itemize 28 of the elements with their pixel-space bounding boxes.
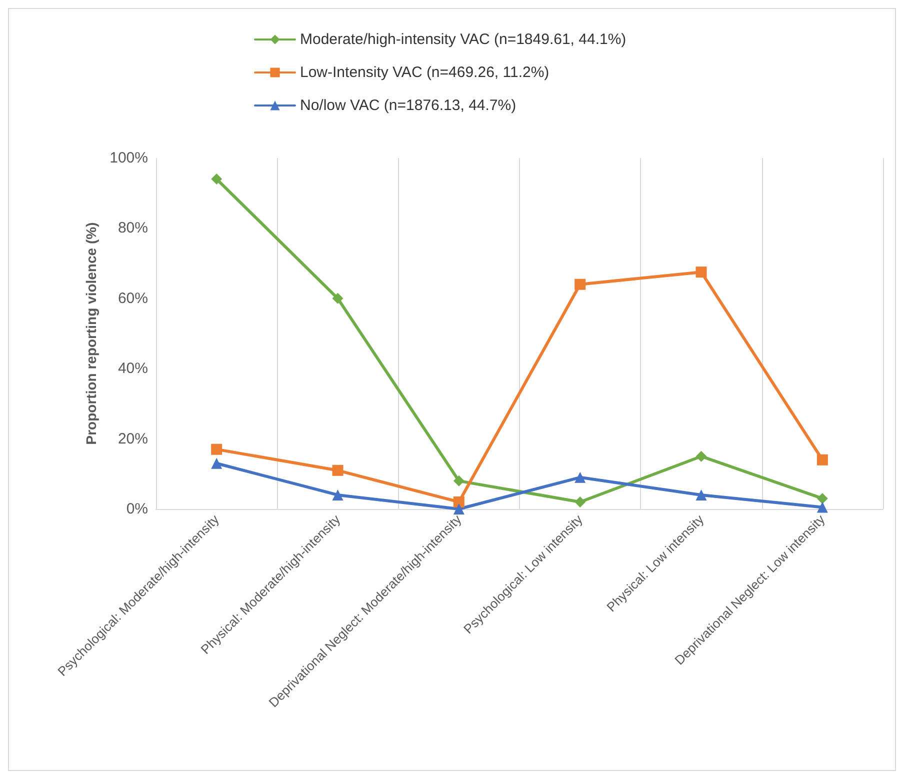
point bbox=[453, 496, 464, 508]
point bbox=[211, 174, 222, 185]
point bbox=[816, 492, 828, 504]
point bbox=[816, 454, 828, 466]
point bbox=[696, 489, 707, 500]
point bbox=[211, 444, 222, 455]
legend-label: Moderate/high-intensity VAC (n=1849.61, 44.1%) bbox=[300, 31, 626, 48]
y-tick-label: 80% bbox=[118, 220, 148, 237]
point bbox=[453, 504, 464, 514]
point bbox=[574, 278, 586, 290]
point bbox=[453, 475, 464, 486]
y-tick-label: 100% bbox=[110, 150, 148, 166]
point bbox=[816, 502, 828, 513]
y-tick-label: 60% bbox=[118, 290, 148, 307]
y-axis-title: Proportion reporting violence (%) bbox=[83, 222, 99, 445]
legend-label: No/low VAC (n=1876.13, 44.7%) bbox=[300, 97, 516, 114]
point bbox=[332, 489, 344, 500]
legend-label: Low-Intensity VAC (n=469.26, 11.2%) bbox=[300, 64, 550, 81]
point bbox=[332, 464, 344, 476]
point bbox=[211, 458, 222, 469]
point bbox=[696, 266, 707, 278]
y-tick-label: 20% bbox=[118, 430, 148, 448]
point bbox=[332, 292, 344, 304]
point bbox=[574, 472, 586, 483]
y-tick-label: 40% bbox=[118, 360, 148, 378]
point bbox=[574, 496, 586, 508]
point bbox=[696, 450, 707, 462]
y-tick-label: 0% bbox=[126, 500, 148, 518]
